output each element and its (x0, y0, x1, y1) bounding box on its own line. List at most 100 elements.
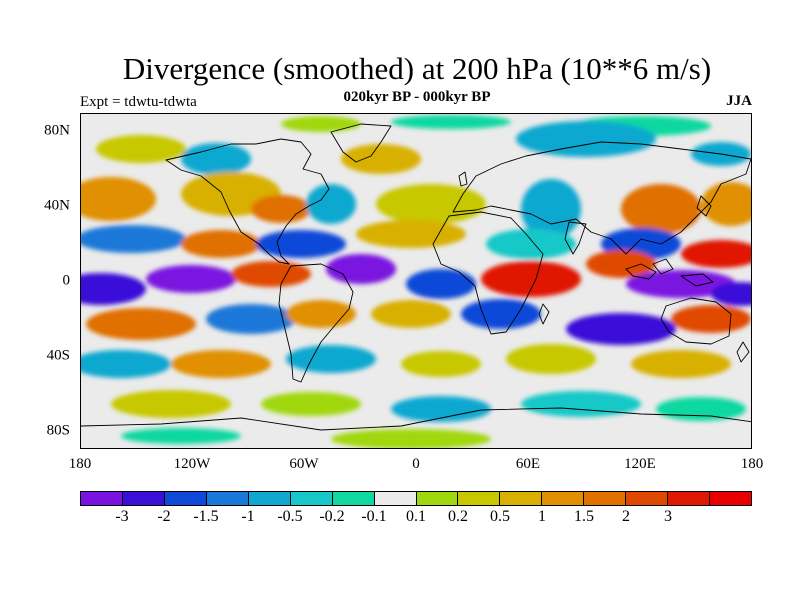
divergence-contour (391, 396, 491, 422)
divergence-contour (586, 250, 656, 278)
divergence-contour (111, 390, 231, 418)
divergence-contour (121, 428, 241, 444)
colorbar-label: 1 (538, 508, 546, 525)
coastline-uk (458, 171, 468, 187)
lon-tick-label: 180 (740, 456, 764, 472)
colorbar-label: 0.5 (490, 508, 510, 525)
colorbar (80, 491, 752, 506)
colorbar-box (122, 492, 165, 505)
coastline-africa (432, 211, 544, 335)
lat-tick-label: 0 (62, 272, 71, 289)
colorbar-label: -1.5 (193, 508, 219, 525)
divergence-contour (206, 304, 296, 334)
season-label: JJA (726, 93, 752, 109)
divergence-contour (711, 282, 751, 306)
coastlines (81, 123, 751, 431)
coastline-indonesia (625, 263, 657, 280)
divergence-contour (231, 261, 311, 287)
divergence-contour (181, 143, 251, 175)
divergence-contour (621, 184, 701, 234)
colorbar-label: 3 (664, 508, 672, 525)
divergence-contour (96, 135, 186, 163)
divergence-contour (341, 144, 421, 174)
divergence-contour (681, 240, 751, 268)
lat-tick-label: 40N (44, 197, 70, 214)
coastline-australia (660, 297, 732, 345)
coastline-south-america (278, 263, 354, 383)
colorbar-label: -0.5 (277, 508, 303, 525)
colorbar-box (710, 492, 751, 505)
colorbar-label: -0.1 (361, 508, 387, 525)
divergence-contour (286, 345, 376, 373)
plot-subtitle: 020kyr BP - 000kyr BP (343, 89, 491, 105)
divergence-map (81, 114, 751, 448)
divergence-contour (521, 179, 581, 239)
colorbar-box (81, 492, 123, 505)
coastline-antarctica (81, 407, 751, 431)
coastline-borneo (652, 258, 674, 275)
divergence-contour (256, 230, 346, 258)
divergence-contour (146, 265, 236, 293)
colorbar-box (416, 492, 459, 505)
coastline-north-america (165, 138, 330, 265)
divergence-contour (331, 429, 491, 448)
colorbar-box (290, 492, 333, 505)
colorbar-label: 1.5 (574, 508, 594, 525)
divergence-contour (81, 177, 156, 221)
lon-tick-label: 0 (412, 456, 420, 472)
divergence-contour (261, 392, 361, 416)
coastline-greenland (330, 123, 392, 163)
divergence-contour (461, 299, 541, 329)
lon-tick-label: 60W (289, 456, 319, 472)
colorbar-label: -2 (157, 508, 171, 525)
plot-title: Divergence (smoothed) at 200 hPa (10**6 … (122, 51, 712, 86)
divergence-contour (481, 261, 581, 297)
colorbar-box (584, 492, 627, 505)
divergence-contour (626, 270, 736, 298)
colorbar-box (626, 492, 669, 505)
divergence-contour (486, 229, 576, 259)
colorbar-box (164, 492, 207, 505)
divergence-contour (376, 184, 486, 224)
lon-tick-label: 120E (624, 456, 656, 472)
coastline-madagascar (538, 303, 550, 325)
divergence-contour (86, 308, 196, 340)
divergence-contour (81, 225, 186, 253)
lon-tick-label: 120W (173, 456, 211, 472)
divergence-contour (521, 391, 641, 417)
experiment-label: Expt = tdwtu-tdwta (80, 94, 197, 110)
lat-tick-label: 80N (44, 122, 70, 139)
colorbar-box (206, 492, 249, 505)
divergence-contour (81, 350, 171, 378)
colorbar-box (332, 492, 375, 505)
lat-tick-label: 80S (46, 422, 70, 439)
colorbar-box (458, 492, 501, 505)
divergence-contour (701, 182, 751, 226)
divergence-contour (326, 254, 396, 284)
divergence-field (81, 115, 751, 448)
colorbar-box (542, 492, 585, 505)
divergence-contour (656, 397, 746, 421)
coastline-japan (696, 195, 712, 217)
colorbar-label: 0.2 (448, 508, 468, 525)
colorbar-box (374, 492, 417, 505)
colorbar-label: 0.1 (406, 508, 426, 525)
lon-tick-label: 180 (68, 456, 92, 472)
divergence-contour (406, 269, 476, 299)
lon-tick-label: 60E (515, 456, 541, 472)
colorbar-label: -3 (115, 508, 129, 525)
divergence-contour (306, 184, 356, 224)
map-panel (80, 113, 752, 449)
colorbar-box (500, 492, 543, 505)
colorbar-box (248, 492, 291, 505)
colorbar-label: -1 (241, 508, 255, 525)
divergence-contour (566, 313, 676, 345)
divergence-contour (506, 344, 596, 374)
coastline-new-guinea (680, 273, 714, 287)
divergence-contour (281, 116, 361, 132)
divergence-contour (181, 230, 261, 258)
divergence-contour (401, 351, 481, 377)
lat-tick-label: 40S (46, 347, 70, 364)
coastline-eurasia (452, 141, 751, 255)
colorbar-label: 2 (622, 508, 630, 525)
